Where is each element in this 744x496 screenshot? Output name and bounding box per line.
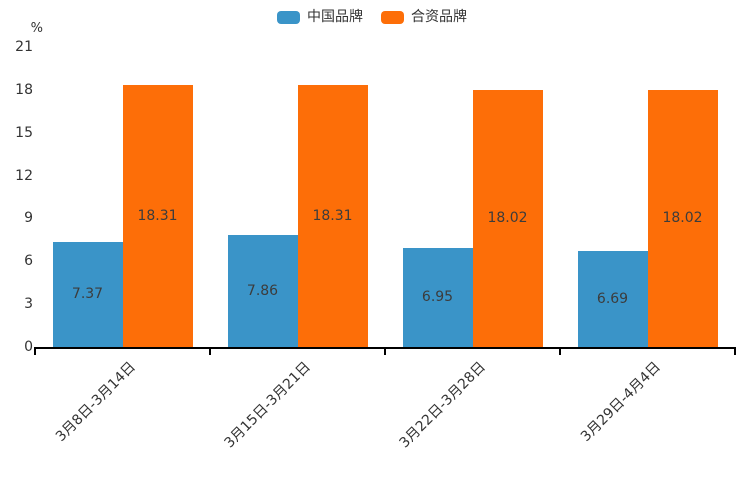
y-tick-label: 0 xyxy=(24,339,33,355)
x-axis-tick xyxy=(384,349,386,355)
y-tick-label: 3 xyxy=(24,296,33,313)
x-axis-tick xyxy=(209,349,211,355)
bar-value-label: 18.31 xyxy=(312,208,353,225)
bar-joint-venture-brand[interactable] xyxy=(472,89,543,347)
legend-label: 中国品牌 xyxy=(307,9,363,25)
bar-china-brand[interactable] xyxy=(227,234,298,347)
legend-swatch-icon xyxy=(277,10,300,24)
x-tick-label: 3月8日-3月14日 xyxy=(52,359,139,445)
legend-swatch-icon xyxy=(381,10,404,24)
bar-value-label: 18.31 xyxy=(137,208,178,225)
bar-value-label: 7.86 xyxy=(246,282,279,299)
y-tick-label: 15 xyxy=(15,124,33,141)
x-tick-label: 3月22日-3月28日 xyxy=(396,359,489,452)
bar-value-label: 18.02 xyxy=(662,210,703,227)
bar-joint-venture-brand[interactable] xyxy=(297,85,368,347)
bar-joint-venture-brand[interactable] xyxy=(647,89,718,347)
bar-china-brand[interactable] xyxy=(402,247,473,347)
y-tick-label: 18 xyxy=(15,81,33,98)
x-tick-label: 3月29日-4月4日 xyxy=(577,359,664,445)
x-axis-tick xyxy=(559,349,561,355)
x-axis-line xyxy=(34,347,736,349)
bar-value-label: 6.95 xyxy=(421,289,454,306)
x-axis-tick xyxy=(34,349,36,355)
y-tick-label: 12 xyxy=(15,167,33,184)
y-tick-label: 6 xyxy=(24,253,33,270)
bar-joint-venture-brand[interactable] xyxy=(122,85,193,347)
y-axis-unit-label: % xyxy=(30,21,43,36)
chart-legend: 中国品牌 合资品牌 xyxy=(0,7,744,27)
legend-item-china-brand[interactable]: 中国品牌 xyxy=(277,10,363,24)
y-tick-label: 9 xyxy=(24,210,33,227)
legend-label: 合资品牌 xyxy=(411,9,467,25)
bar-value-label: 18.02 xyxy=(487,210,528,227)
bar-value-label: 7.37 xyxy=(71,286,104,303)
y-tick-label: 21 xyxy=(15,39,33,55)
bar-china-brand[interactable] xyxy=(577,251,648,347)
bar-china-brand[interactable] xyxy=(52,241,123,347)
legend-item-joint-venture-brand[interactable]: 合资品牌 xyxy=(381,10,467,24)
bar-value-label: 6.69 xyxy=(596,291,629,308)
x-tick-label: 3月15日-3月21日 xyxy=(221,359,314,452)
x-axis-tick xyxy=(734,349,736,355)
